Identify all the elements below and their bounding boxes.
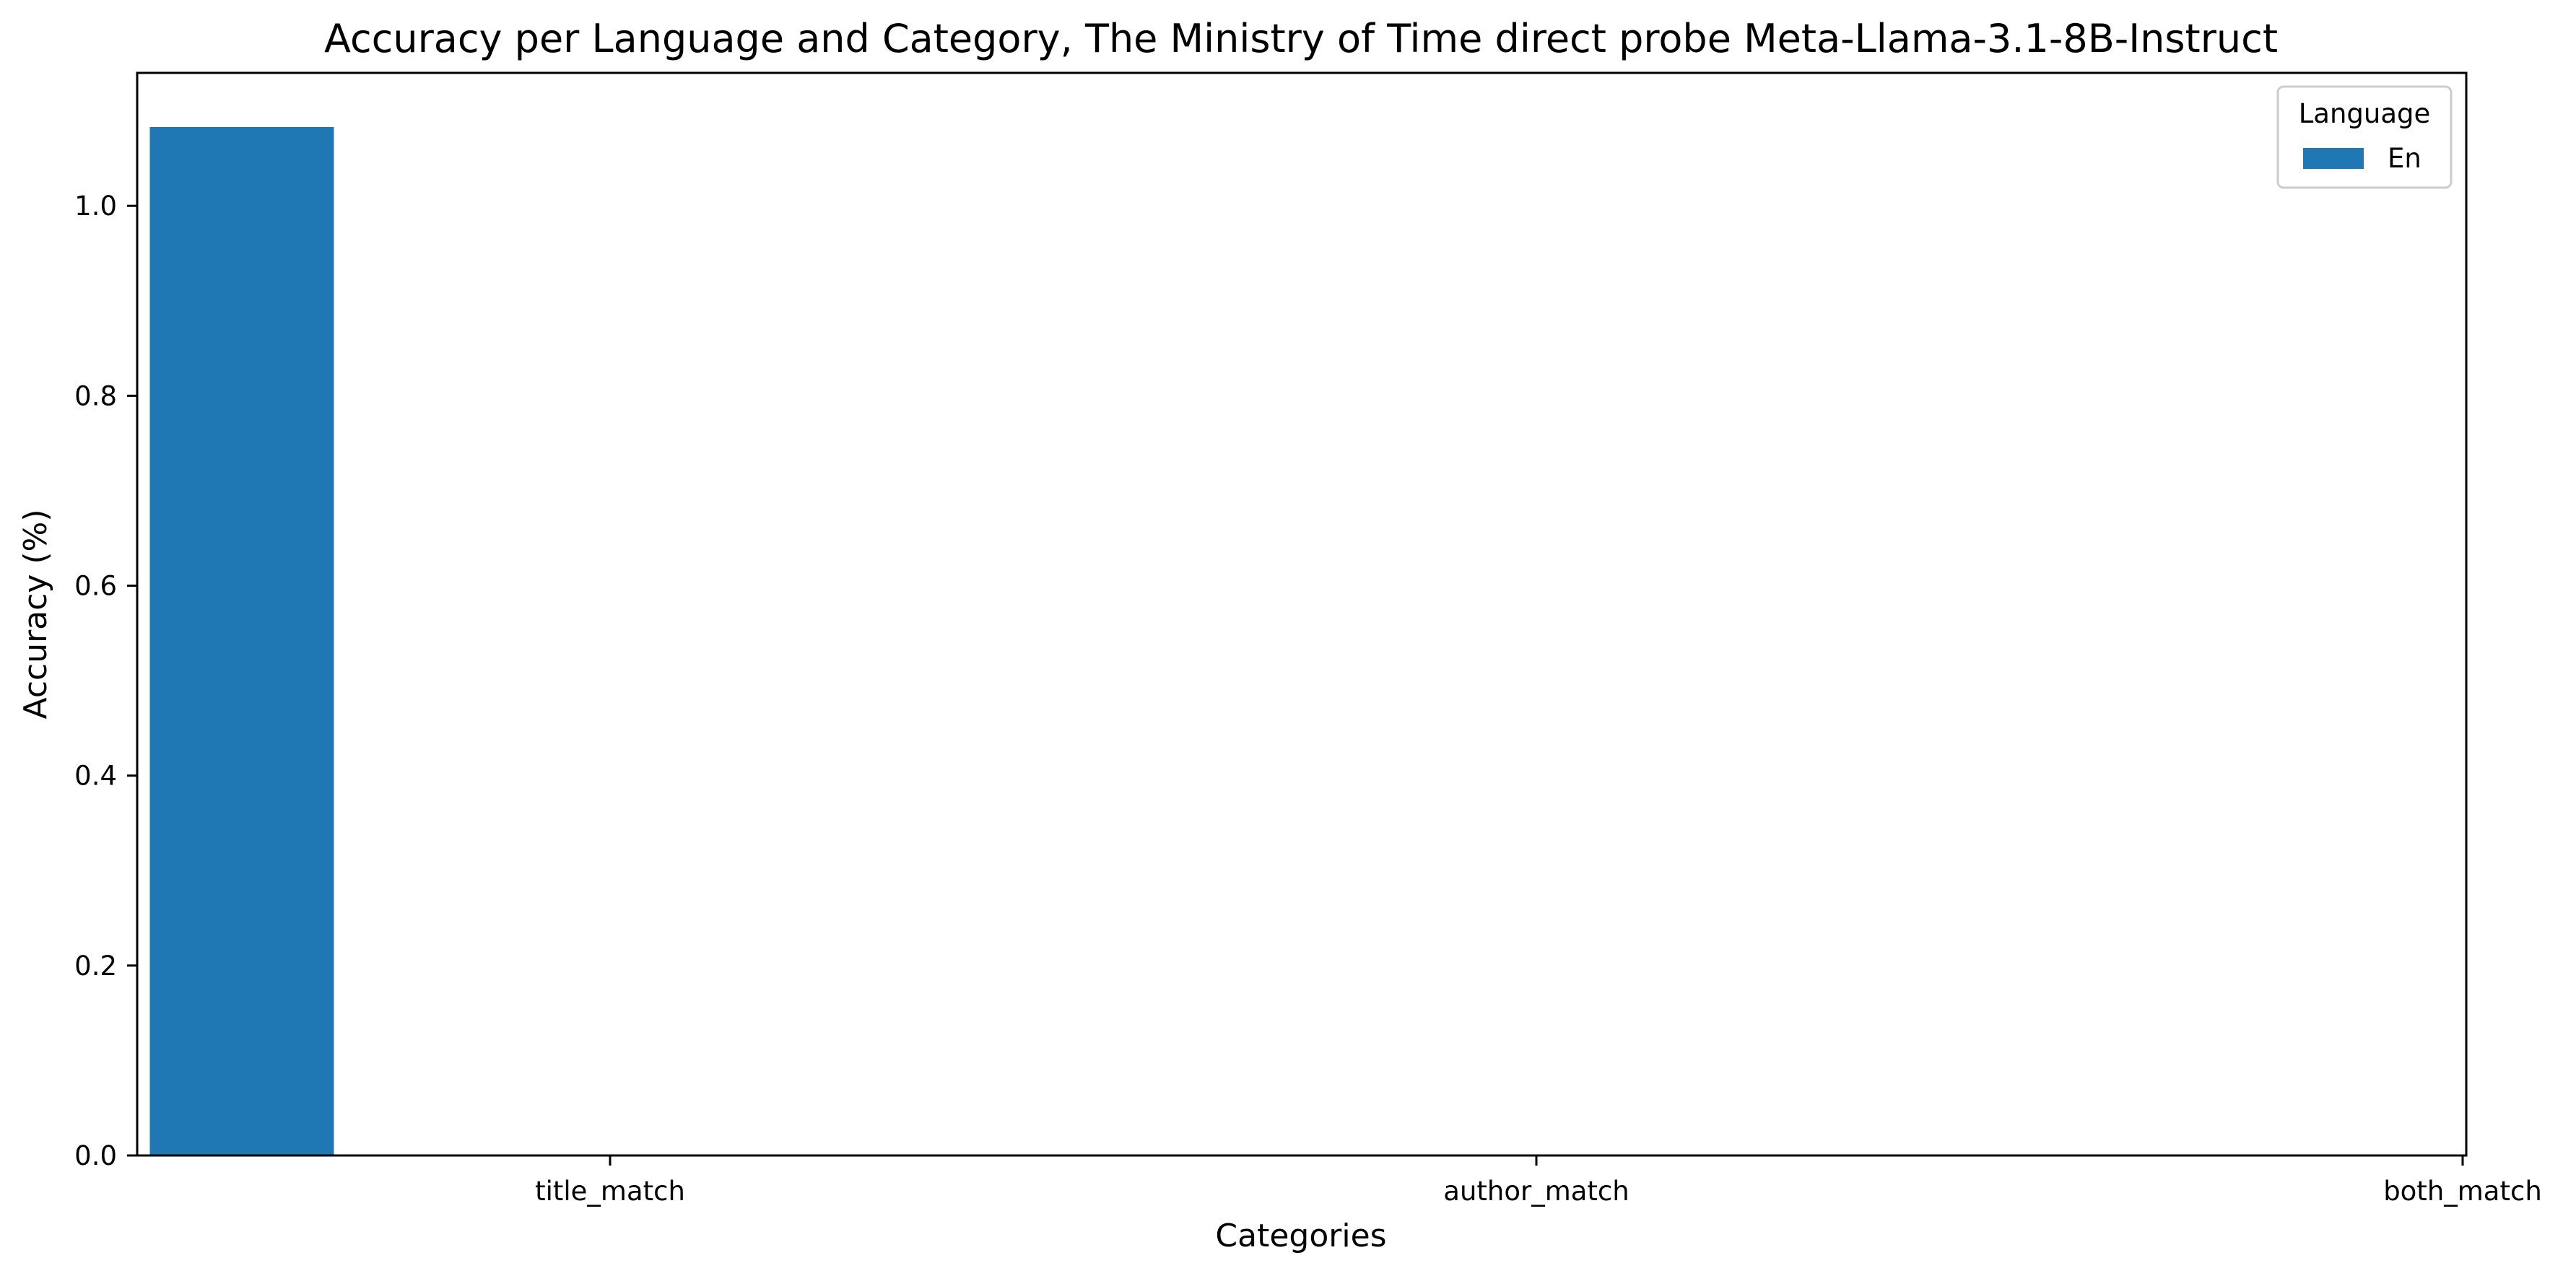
x-tick-label-author_match: author_match — [1443, 1176, 1629, 1207]
bars-layer — [149, 127, 334, 1155]
y-tick-label: 0.0 — [74, 1140, 117, 1171]
bar-en-title_match — [149, 127, 334, 1155]
chart-title: Accuracy per Language and Category, The … — [324, 16, 2278, 61]
y-tick-label: 0.2 — [74, 951, 117, 982]
y-axis: 0.0 0.2 0.4 0.6 0.8 1.0 — [74, 191, 137, 1171]
y-tick-label: 1.0 — [74, 191, 117, 222]
x-tick-label-title_match: title_match — [535, 1176, 685, 1207]
x-tick-label-both_match: both_match — [2383, 1176, 2542, 1207]
y-tick-label: 0.8 — [74, 380, 117, 411]
plot-frame — [136, 71, 2468, 1157]
y-axis-label: Accuracy (%) — [17, 509, 54, 719]
y-tick-label: 0.4 — [74, 761, 117, 792]
legend-title: Language — [2299, 98, 2431, 129]
legend: Language En — [2276, 85, 2453, 189]
x-axis: title_match author_match both_match — [535, 1155, 2542, 1207]
legend-swatch-en — [2303, 148, 2364, 169]
legend-label-en: En — [2388, 143, 2421, 174]
x-axis-label: Categories — [1215, 1218, 1386, 1254]
y-tick-label: 0.6 — [74, 571, 117, 602]
